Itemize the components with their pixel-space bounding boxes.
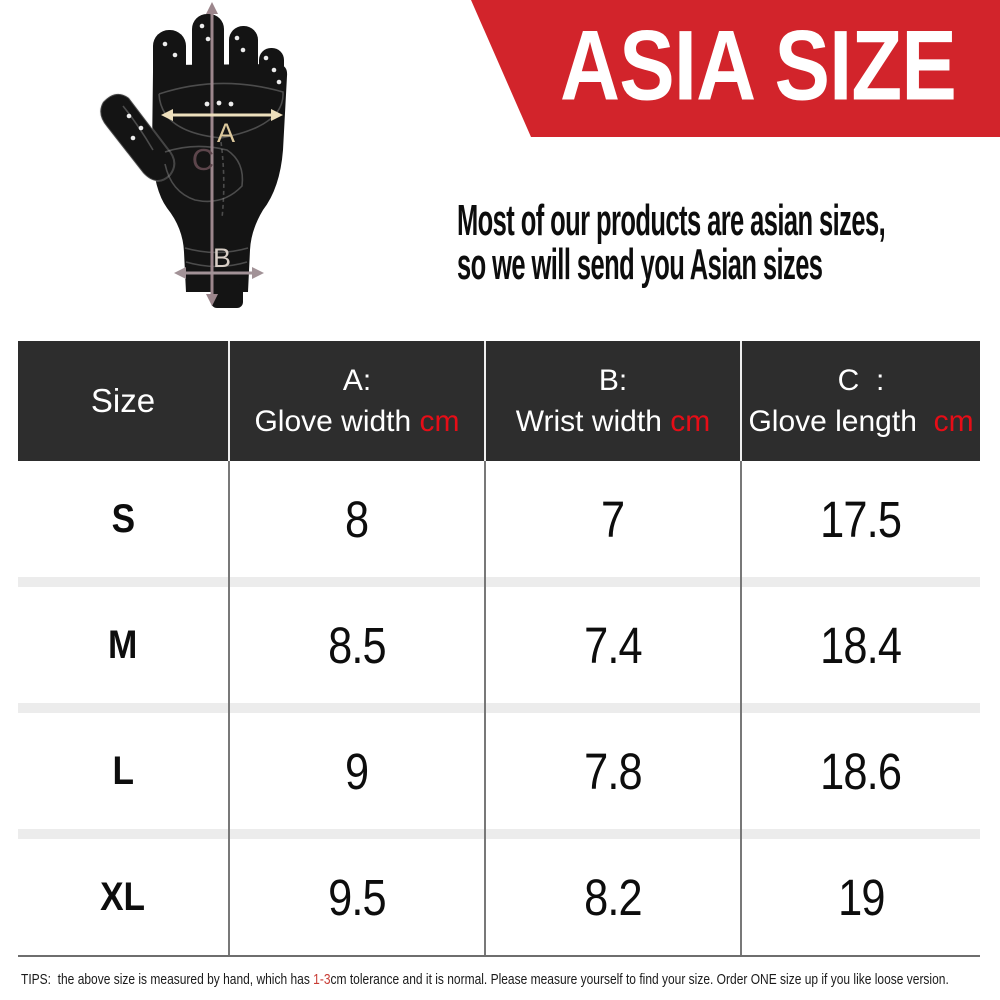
glove-length-arrow xyxy=(206,2,218,306)
table-row-xl: XL 9.5 8.2 19 xyxy=(18,839,980,955)
unit-cm: cm xyxy=(933,405,974,438)
cell-m-wrist-width: 7.4 xyxy=(486,587,742,703)
intro-text: Most of our products are asian sizes, so… xyxy=(457,196,886,289)
cell-xl-glove-length: 19 xyxy=(742,839,980,955)
wrist-width-arrow xyxy=(174,267,264,279)
table-row-m: M 8.5 7.4 18.4 xyxy=(18,587,980,703)
row-separator xyxy=(18,703,980,713)
cell-xl-glove-width: 9.5 xyxy=(230,839,486,955)
table-row-l: L 9 7.8 18.6 xyxy=(18,713,980,829)
row-separator xyxy=(18,577,980,587)
label-b: B xyxy=(213,243,231,273)
col-header-size: Size xyxy=(18,341,230,461)
cell-l-glove-width: 9 xyxy=(230,713,486,829)
tips-tolerance-highlight: 1-3 xyxy=(313,971,331,988)
cell-s-glove-length: 17.5 xyxy=(742,461,980,577)
col-header-wrist-width: B: Wrist width cm xyxy=(486,341,742,461)
unit-cm: cm xyxy=(419,405,460,438)
glove-silhouette xyxy=(99,14,288,308)
col-header-glove-length: C : Glove length cm xyxy=(748,364,974,438)
cell-s-glove-width: 8 xyxy=(230,461,486,577)
glove-illustration: A C B xyxy=(99,2,288,308)
cell-m-glove-length: 18.4 xyxy=(742,587,980,703)
table-header-row: Size A: Glove width cm B: Wrist width cm… xyxy=(18,341,980,461)
cell-xl-wrist-width: 8.2 xyxy=(486,839,742,955)
col-header-glove-width: A: Glove width cm xyxy=(230,341,486,461)
cell-size-l: L xyxy=(18,713,230,829)
cell-l-glove-length: 18.6 xyxy=(742,713,980,829)
banner-title: ASIA SIZE xyxy=(560,9,957,121)
tips-prefix: TIPS: the above size is measured by hand… xyxy=(21,971,314,988)
row-separator xyxy=(18,829,980,839)
table-row-s: S 8 7 17.5 xyxy=(18,461,980,577)
size-table: Size A: Glove width cm B: Wrist width cm… xyxy=(18,341,980,957)
label-c: C xyxy=(192,142,214,177)
tips-suffix: cm tolerance and it is normal. Please me… xyxy=(330,971,949,988)
asia-size-banner: ASIA SIZE xyxy=(471,0,1000,137)
glove-width-arrow xyxy=(161,109,283,121)
cell-s-wrist-width: 7 xyxy=(486,461,742,577)
label-a: A xyxy=(217,118,235,148)
cell-size-m: M xyxy=(18,587,230,703)
cell-size-xl: XL xyxy=(18,839,230,955)
intro-line-2: so we will send you Asian sizes xyxy=(457,240,823,289)
cell-size-s: S xyxy=(18,461,230,577)
cell-m-glove-width: 8.5 xyxy=(230,587,486,703)
unit-cm: cm xyxy=(670,405,711,438)
cell-l-wrist-width: 7.8 xyxy=(486,713,742,829)
tips-note: TIPS: the above size is measured by hand… xyxy=(21,971,949,988)
glove-perforations xyxy=(126,23,282,141)
glove-measurement-diagram: A C B xyxy=(95,0,305,310)
intro-line-1: Most of our products are asian sizes, xyxy=(457,196,886,245)
